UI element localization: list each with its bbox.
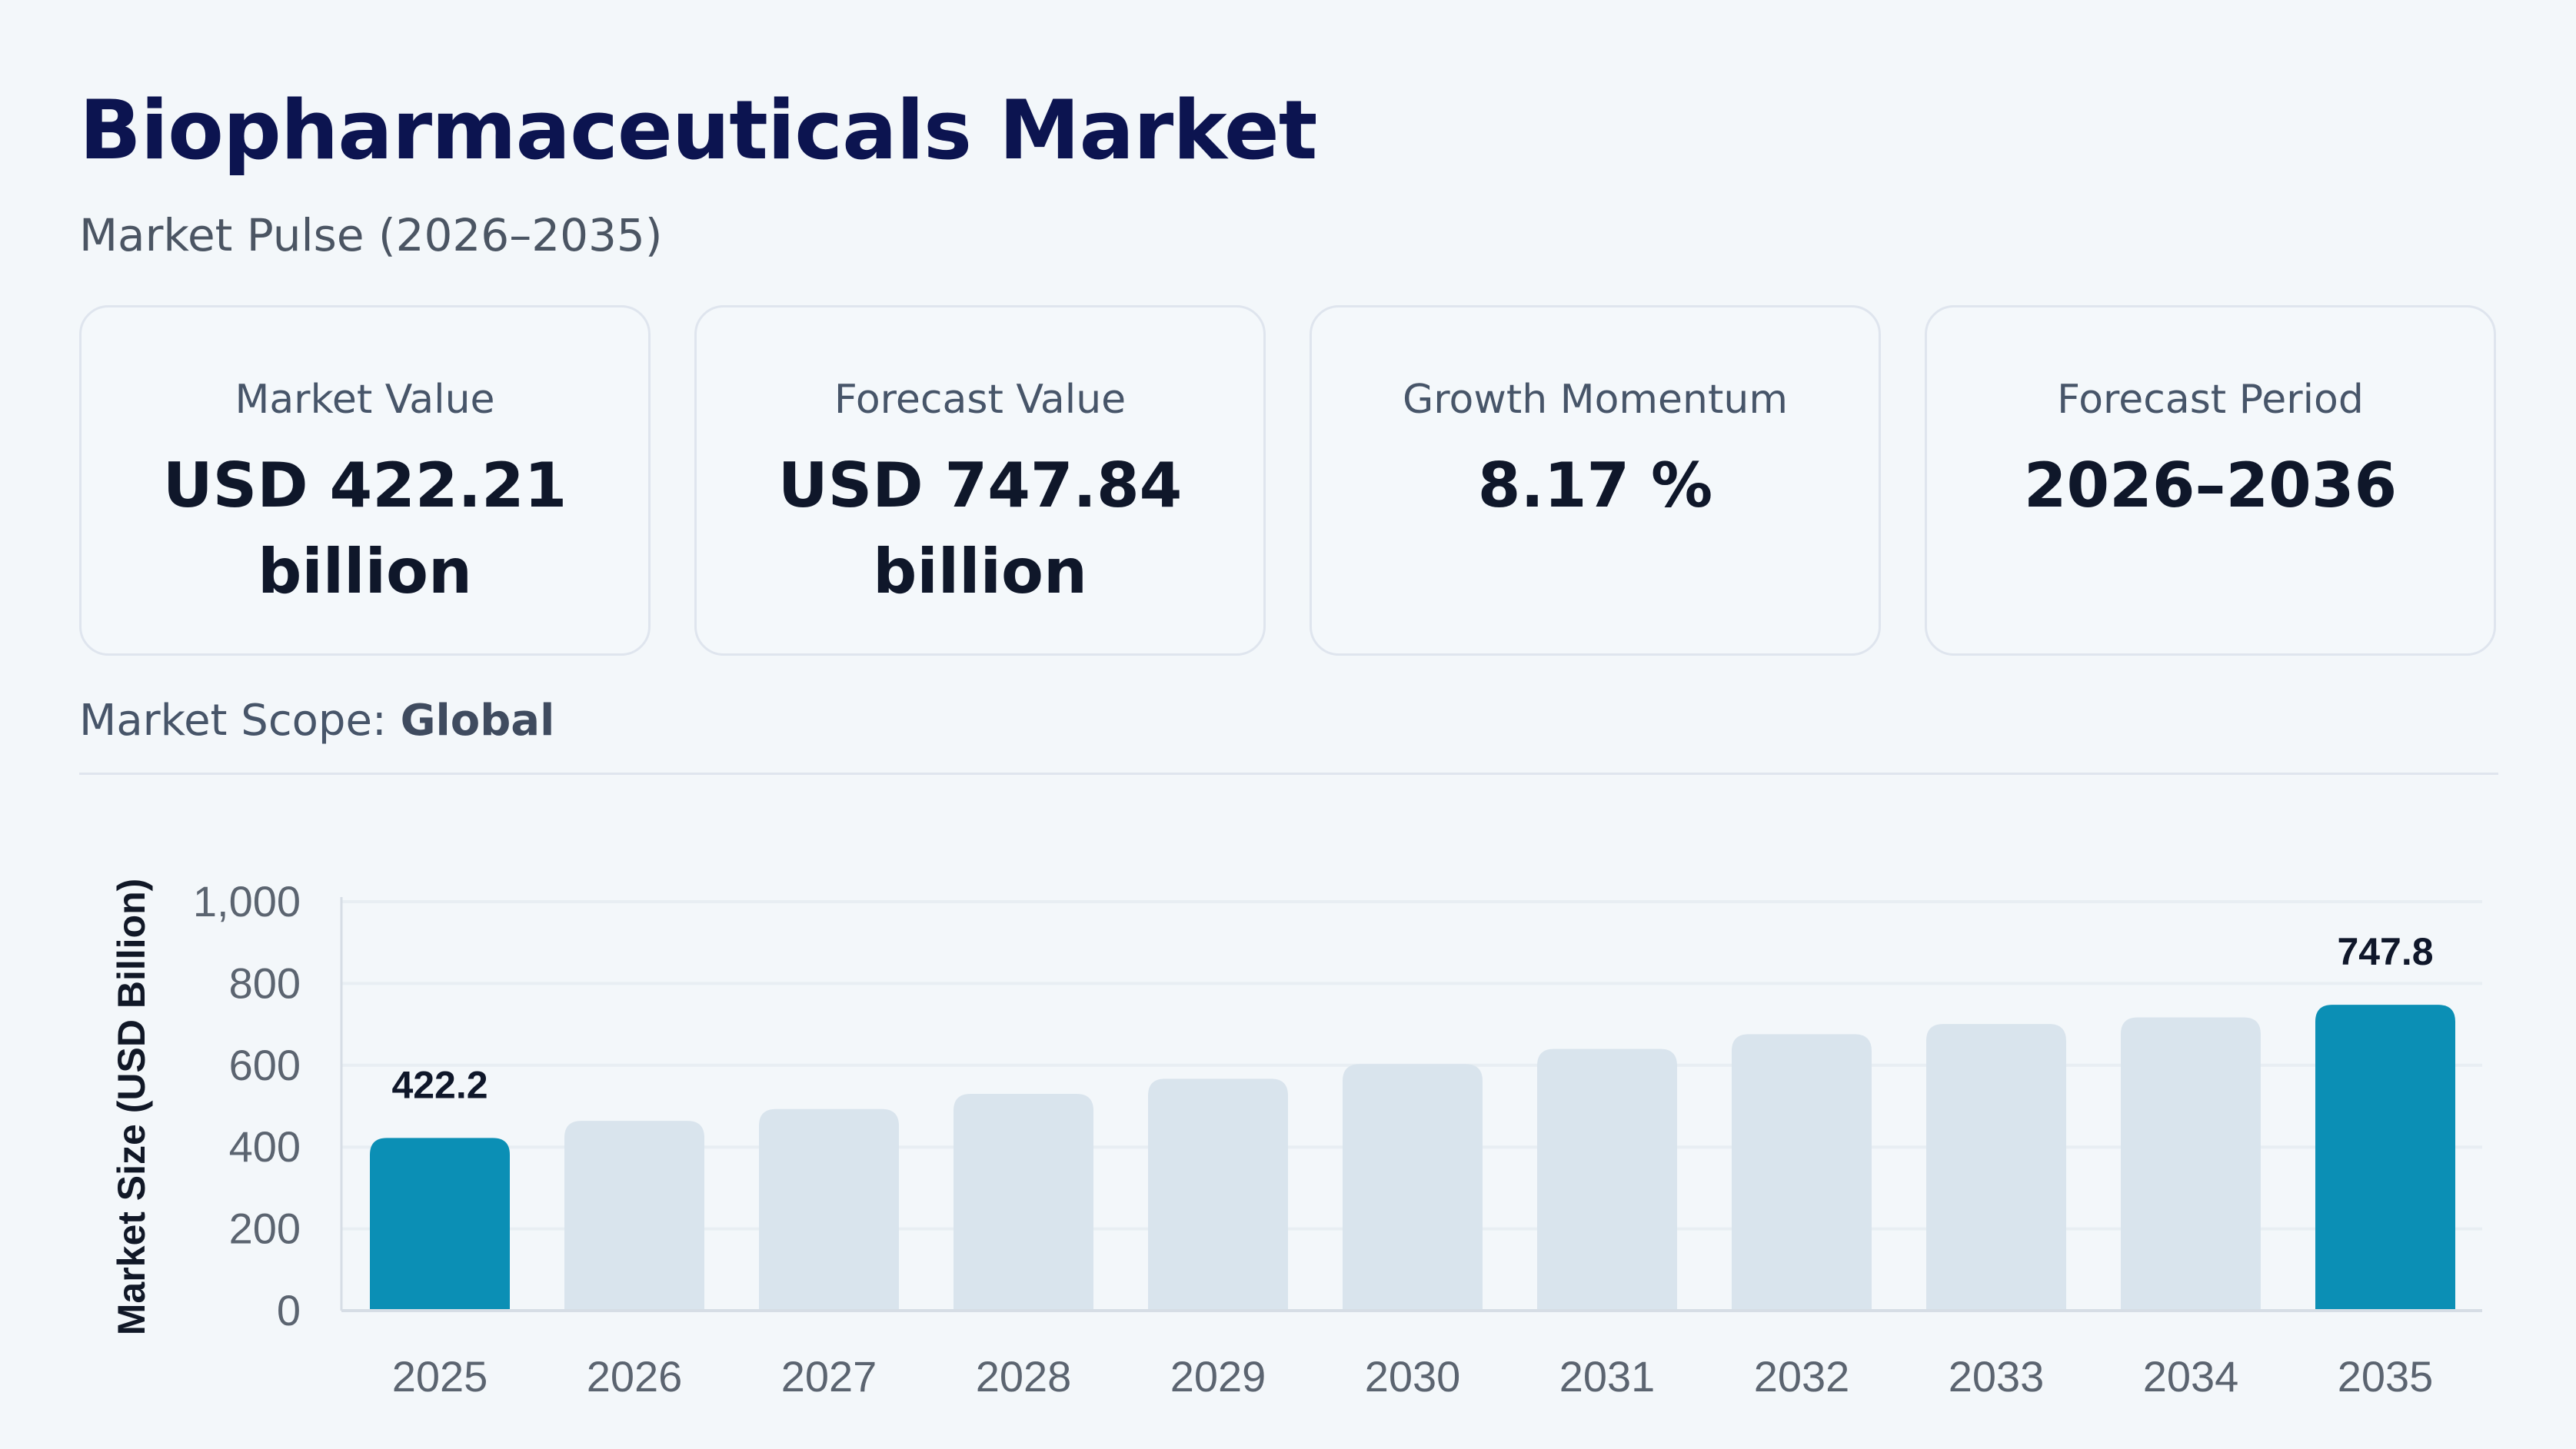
y-tick-label: 800 bbox=[229, 959, 301, 1007]
x-tick-label: 2034 bbox=[2143, 1352, 2239, 1401]
bar-2033 bbox=[1926, 1024, 2066, 1311]
bar-2028 bbox=[954, 1094, 1093, 1311]
forecast-period-card: Forecast Period 2026–2036 bbox=[1925, 305, 2496, 656]
card-value: 8.17 % bbox=[1477, 450, 1713, 521]
x-tick-label: 2028 bbox=[976, 1352, 1072, 1401]
y-tick-label: 0 bbox=[277, 1286, 301, 1334]
card-label: Growth Momentum bbox=[1402, 377, 1789, 423]
bar-2025 bbox=[370, 1138, 510, 1311]
bar-2035 bbox=[2315, 1005, 2455, 1311]
bar-2032 bbox=[1732, 1034, 1872, 1311]
market-value-card: Market Value USD 422.21 billion bbox=[79, 305, 651, 656]
card-value: USD 747.84 billion bbox=[777, 450, 1183, 607]
x-tick-label: 2029 bbox=[1170, 1352, 1266, 1401]
y-tick-label: 1,000 bbox=[193, 877, 301, 926]
y-tick-label: 200 bbox=[229, 1205, 301, 1253]
bar-2030 bbox=[1343, 1064, 1483, 1311]
y-tick-label: 600 bbox=[229, 1041, 301, 1089]
market-scope-label: Market Scope: bbox=[79, 696, 387, 746]
x-tick-label: 2030 bbox=[1365, 1352, 1461, 1401]
card-label: Market Value bbox=[235, 377, 495, 423]
page-subtitle: Market Pulse (2026–2035) bbox=[79, 209, 663, 261]
growth-momentum-card: Growth Momentum 8.17 % bbox=[1310, 305, 1881, 656]
x-tick-label: 2025 bbox=[392, 1352, 488, 1401]
x-tick-label: 2027 bbox=[781, 1352, 877, 1401]
x-tick-label: 2026 bbox=[587, 1352, 683, 1401]
x-tick-label: 2032 bbox=[1754, 1352, 1850, 1401]
bar-2027 bbox=[759, 1108, 899, 1311]
y-axis-title: Market Size (USD Billion) bbox=[110, 879, 153, 1336]
page-title: Biopharmaceuticals Market bbox=[79, 83, 1317, 178]
market-scope: Market Scope: Global bbox=[79, 696, 554, 746]
bar-2029 bbox=[1148, 1078, 1288, 1311]
market-scope-value: Global bbox=[400, 696, 555, 746]
bar-2026 bbox=[564, 1121, 704, 1311]
forecast-value-card: Forecast Value USD 747.84 billion bbox=[694, 305, 1266, 656]
x-tick-label: 2031 bbox=[1559, 1352, 1656, 1401]
data-label-2035: 747.8 bbox=[2337, 930, 2433, 973]
card-value: 2026–2036 bbox=[2023, 450, 2398, 521]
x-tick-label: 2035 bbox=[2338, 1352, 2434, 1401]
card-label: Forecast Period bbox=[2057, 377, 2364, 423]
bar-2031 bbox=[1537, 1049, 1677, 1311]
divider bbox=[79, 773, 2498, 775]
data-label-2025: 422.2 bbox=[391, 1063, 488, 1106]
y-tick-label: 400 bbox=[229, 1122, 301, 1171]
bar-2034 bbox=[2121, 1017, 2261, 1311]
x-tick-label: 2033 bbox=[1949, 1352, 2045, 1401]
card-label: Forecast Value bbox=[834, 377, 1127, 423]
card-value: USD 422.21 billion bbox=[162, 450, 567, 607]
